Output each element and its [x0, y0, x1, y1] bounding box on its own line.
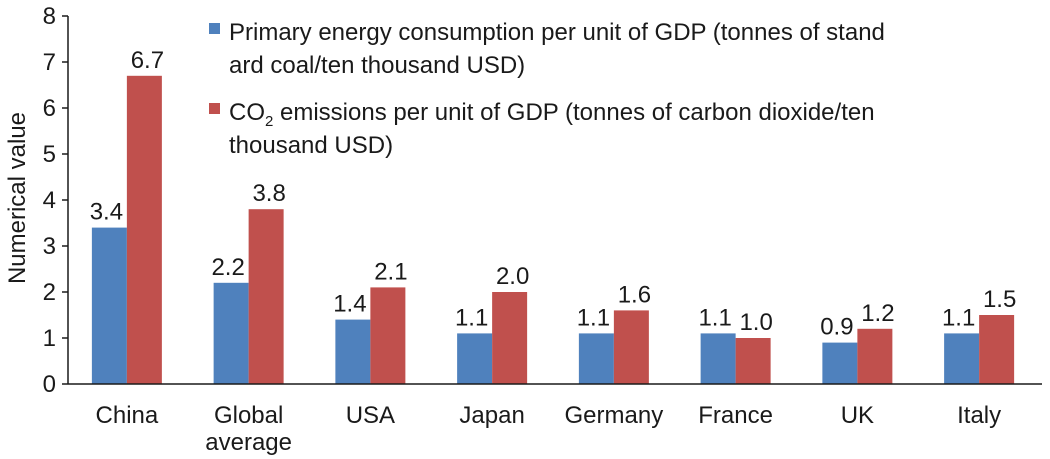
data-label-co2-3: 2.0 [496, 263, 529, 290]
category-label-7: Italy [957, 402, 1001, 429]
category-label-0: China [96, 402, 159, 429]
legend-swatch-co2 [209, 103, 220, 114]
data-label-co2-6: 1.2 [861, 300, 894, 327]
bar-co2-6 [857, 328, 893, 384]
bar-energy-5 [700, 333, 736, 384]
category-label-3: Japan [459, 402, 524, 429]
category-label-4: Germany [565, 402, 664, 429]
bar-energy-1 [213, 282, 249, 384]
data-label-energy-2: 1.4 [333, 291, 366, 318]
bar-co2-7 [979, 315, 1015, 384]
bar-co2-0 [126, 75, 162, 385]
y-tick-label-0: 0 [43, 371, 56, 398]
y-tick-label-6: 6 [43, 95, 56, 122]
y-tick-label-2: 2 [43, 279, 56, 306]
bar-co2-4 [613, 310, 649, 384]
data-label-co2-1: 3.8 [252, 180, 285, 207]
bar-energy-2 [335, 319, 371, 384]
data-label-co2-7: 1.5 [983, 286, 1016, 313]
data-label-energy-4: 1.1 [577, 304, 610, 331]
category-label-1-line1: average [205, 429, 292, 456]
data-label-co2-4: 1.6 [618, 281, 651, 308]
bar-energy-6 [822, 342, 858, 384]
legend-co2-subscript: 2 [265, 113, 273, 130]
y-tick-label-8: 8 [43, 3, 56, 30]
legend: Primary energy consumption per unit of G… [209, 19, 885, 159]
data-label-energy-7: 1.1 [942, 304, 975, 331]
y-axis-title: Numerical value [4, 112, 31, 284]
legend-co2-rest: emissions per unit of GDP (tonnes of car… [273, 99, 874, 126]
data-label-energy-3: 1.1 [455, 304, 488, 331]
legend-label-co2-line2: thousand USD) [229, 132, 393, 159]
bar-energy-4 [578, 333, 614, 384]
data-label-energy-5: 1.1 [698, 304, 731, 331]
data-label-co2-0: 6.7 [131, 47, 164, 74]
y-tick-label-1: 1 [43, 325, 56, 352]
category-label-6: UK [841, 402, 874, 429]
data-label-co2-5: 1.0 [739, 309, 772, 336]
bar-energy-0 [91, 227, 127, 384]
legend-swatch-energy [209, 23, 220, 34]
bar-co2-2 [370, 287, 406, 384]
data-label-energy-0: 3.4 [90, 199, 123, 226]
bar-co2-3 [492, 292, 528, 384]
bar-energy-3 [457, 333, 493, 384]
legend-label-energy-line2: ard coal/ten thousand USD) [229, 52, 525, 79]
bar-co2-1 [248, 209, 284, 384]
y-tick-label-5: 5 [43, 141, 56, 168]
y-tick-label-7: 7 [43, 49, 56, 76]
bars [91, 75, 1015, 385]
category-label-1-line0: Global [214, 402, 283, 429]
y-tick-label-3: 3 [43, 233, 56, 260]
data-label-energy-1: 2.2 [211, 254, 244, 281]
data-label-co2-2: 2.1 [374, 258, 407, 285]
y-axis-ticks: 0 1 2 3 4 5 6 7 8 [43, 3, 68, 398]
legend-co2-prefix: CO [229, 99, 265, 126]
bar-energy-7 [944, 333, 980, 384]
category-label-2: USA [346, 402, 395, 429]
y-tick-label-4: 4 [43, 187, 56, 214]
legend-label-energy-line1: Primary energy consumption per unit of G… [229, 19, 885, 46]
data-label-energy-6: 0.9 [820, 314, 853, 341]
category-label-5: France [698, 402, 773, 429]
legend-label-co2-line1: CO2 emissions per unit of GDP (tonnes of… [229, 99, 875, 130]
data-labels: 3.4 6.7 2.2 3.8 1.4 2.1 1.1 2.0 1.1 1.6 1.1 1.0 0.9 1… [90, 47, 1017, 341]
bar-co2-5 [735, 338, 771, 384]
